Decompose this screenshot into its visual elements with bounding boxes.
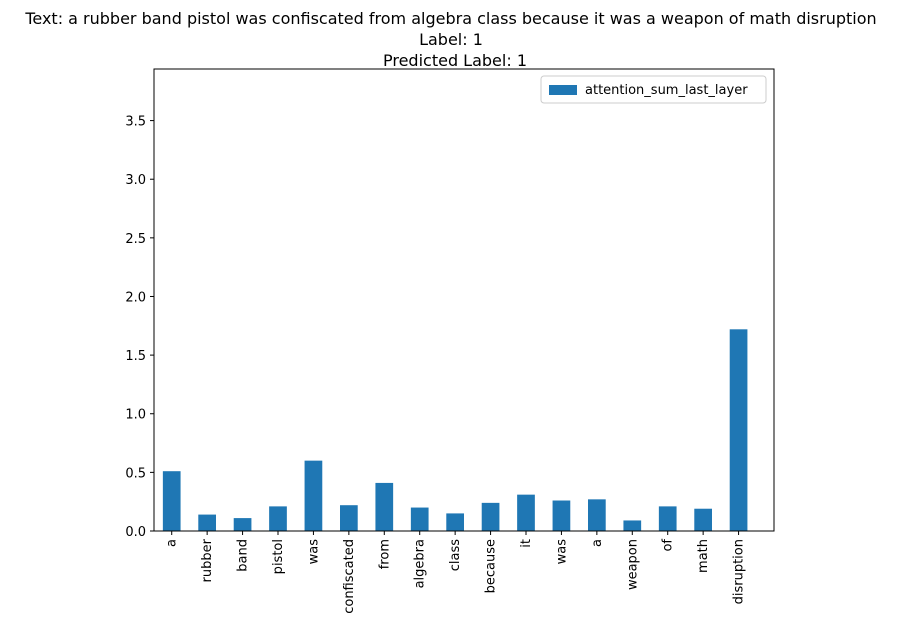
x-tick-label: it <box>519 539 534 548</box>
legend-box <box>540 75 767 104</box>
bar-3 <box>269 506 287 531</box>
x-tick-label: from <box>377 539 392 569</box>
chart-predicted-label-text: Predicted Label: 1 <box>383 51 527 70</box>
bar-9 <box>481 502 500 531</box>
x-tick-label: of <box>661 539 676 552</box>
bar-10 <box>517 494 535 531</box>
chart-label-text: Label: 1 <box>419 30 483 49</box>
x-axis: a rubber band pistol was confiscated from algeb… <box>165 531 747 614</box>
y-tick-label: 0.5 <box>125 466 146 481</box>
bar-7 <box>410 507 429 531</box>
x-tick-label: pistol <box>271 539 286 574</box>
chart-title: Text: a rubber band pistol was confiscat… <box>24 9 876 70</box>
y-tick-label: 0.0 <box>125 525 146 540</box>
x-tick-label: a <box>165 539 180 547</box>
y-tick-label: 2.0 <box>125 290 146 305</box>
x-tick-label: algebra <box>413 539 428 588</box>
y-tick-label: 1.0 <box>125 408 146 423</box>
x-tick-label: math <box>696 539 711 573</box>
bar-15 <box>694 508 712 531</box>
plot-frame <box>153 68 775 532</box>
legend: attention_sum_last_layer <box>540 75 767 104</box>
bar-13 <box>623 520 642 531</box>
bar-2 <box>233 518 252 531</box>
bars <box>162 329 748 531</box>
legend-swatch <box>549 85 577 95</box>
y-tick-label: 2.5 <box>125 232 146 247</box>
bar-0 <box>162 471 181 531</box>
x-tick-label: was <box>306 539 321 565</box>
x-tick-label: disruption <box>732 539 747 604</box>
x-tick-label: confiscated <box>342 539 357 614</box>
x-tick-label: weapon <box>625 539 640 590</box>
x-tick-label: a <box>590 539 605 547</box>
x-tick-label: because <box>484 539 499 593</box>
x-tick-label: class <box>448 539 463 571</box>
x-tick-label: was <box>554 539 569 565</box>
x-tick-label: band <box>236 539 251 572</box>
bar-16 <box>729 329 748 531</box>
bar-12 <box>588 499 606 531</box>
bar-1 <box>198 514 216 531</box>
y-tick-label: 3.0 <box>125 173 146 188</box>
chart-title-text: Text: a rubber band pistol was confiscat… <box>24 9 876 28</box>
y-tick-label: 1.5 <box>125 349 146 364</box>
y-tick-label: 3.5 <box>125 115 146 130</box>
legend-label: attention_sum_last_layer <box>585 83 748 98</box>
bar-6 <box>375 482 394 531</box>
bar-11 <box>552 500 571 531</box>
y-axis: 0.0 0.5 1.0 1.5 2.0 2.5 3.0 3.5 <box>125 115 154 540</box>
bar-5 <box>340 505 358 531</box>
x-tick-label: rubber <box>200 538 215 582</box>
bar-8 <box>446 513 464 531</box>
bar-4 <box>304 460 323 531</box>
bar-14 <box>658 506 677 531</box>
